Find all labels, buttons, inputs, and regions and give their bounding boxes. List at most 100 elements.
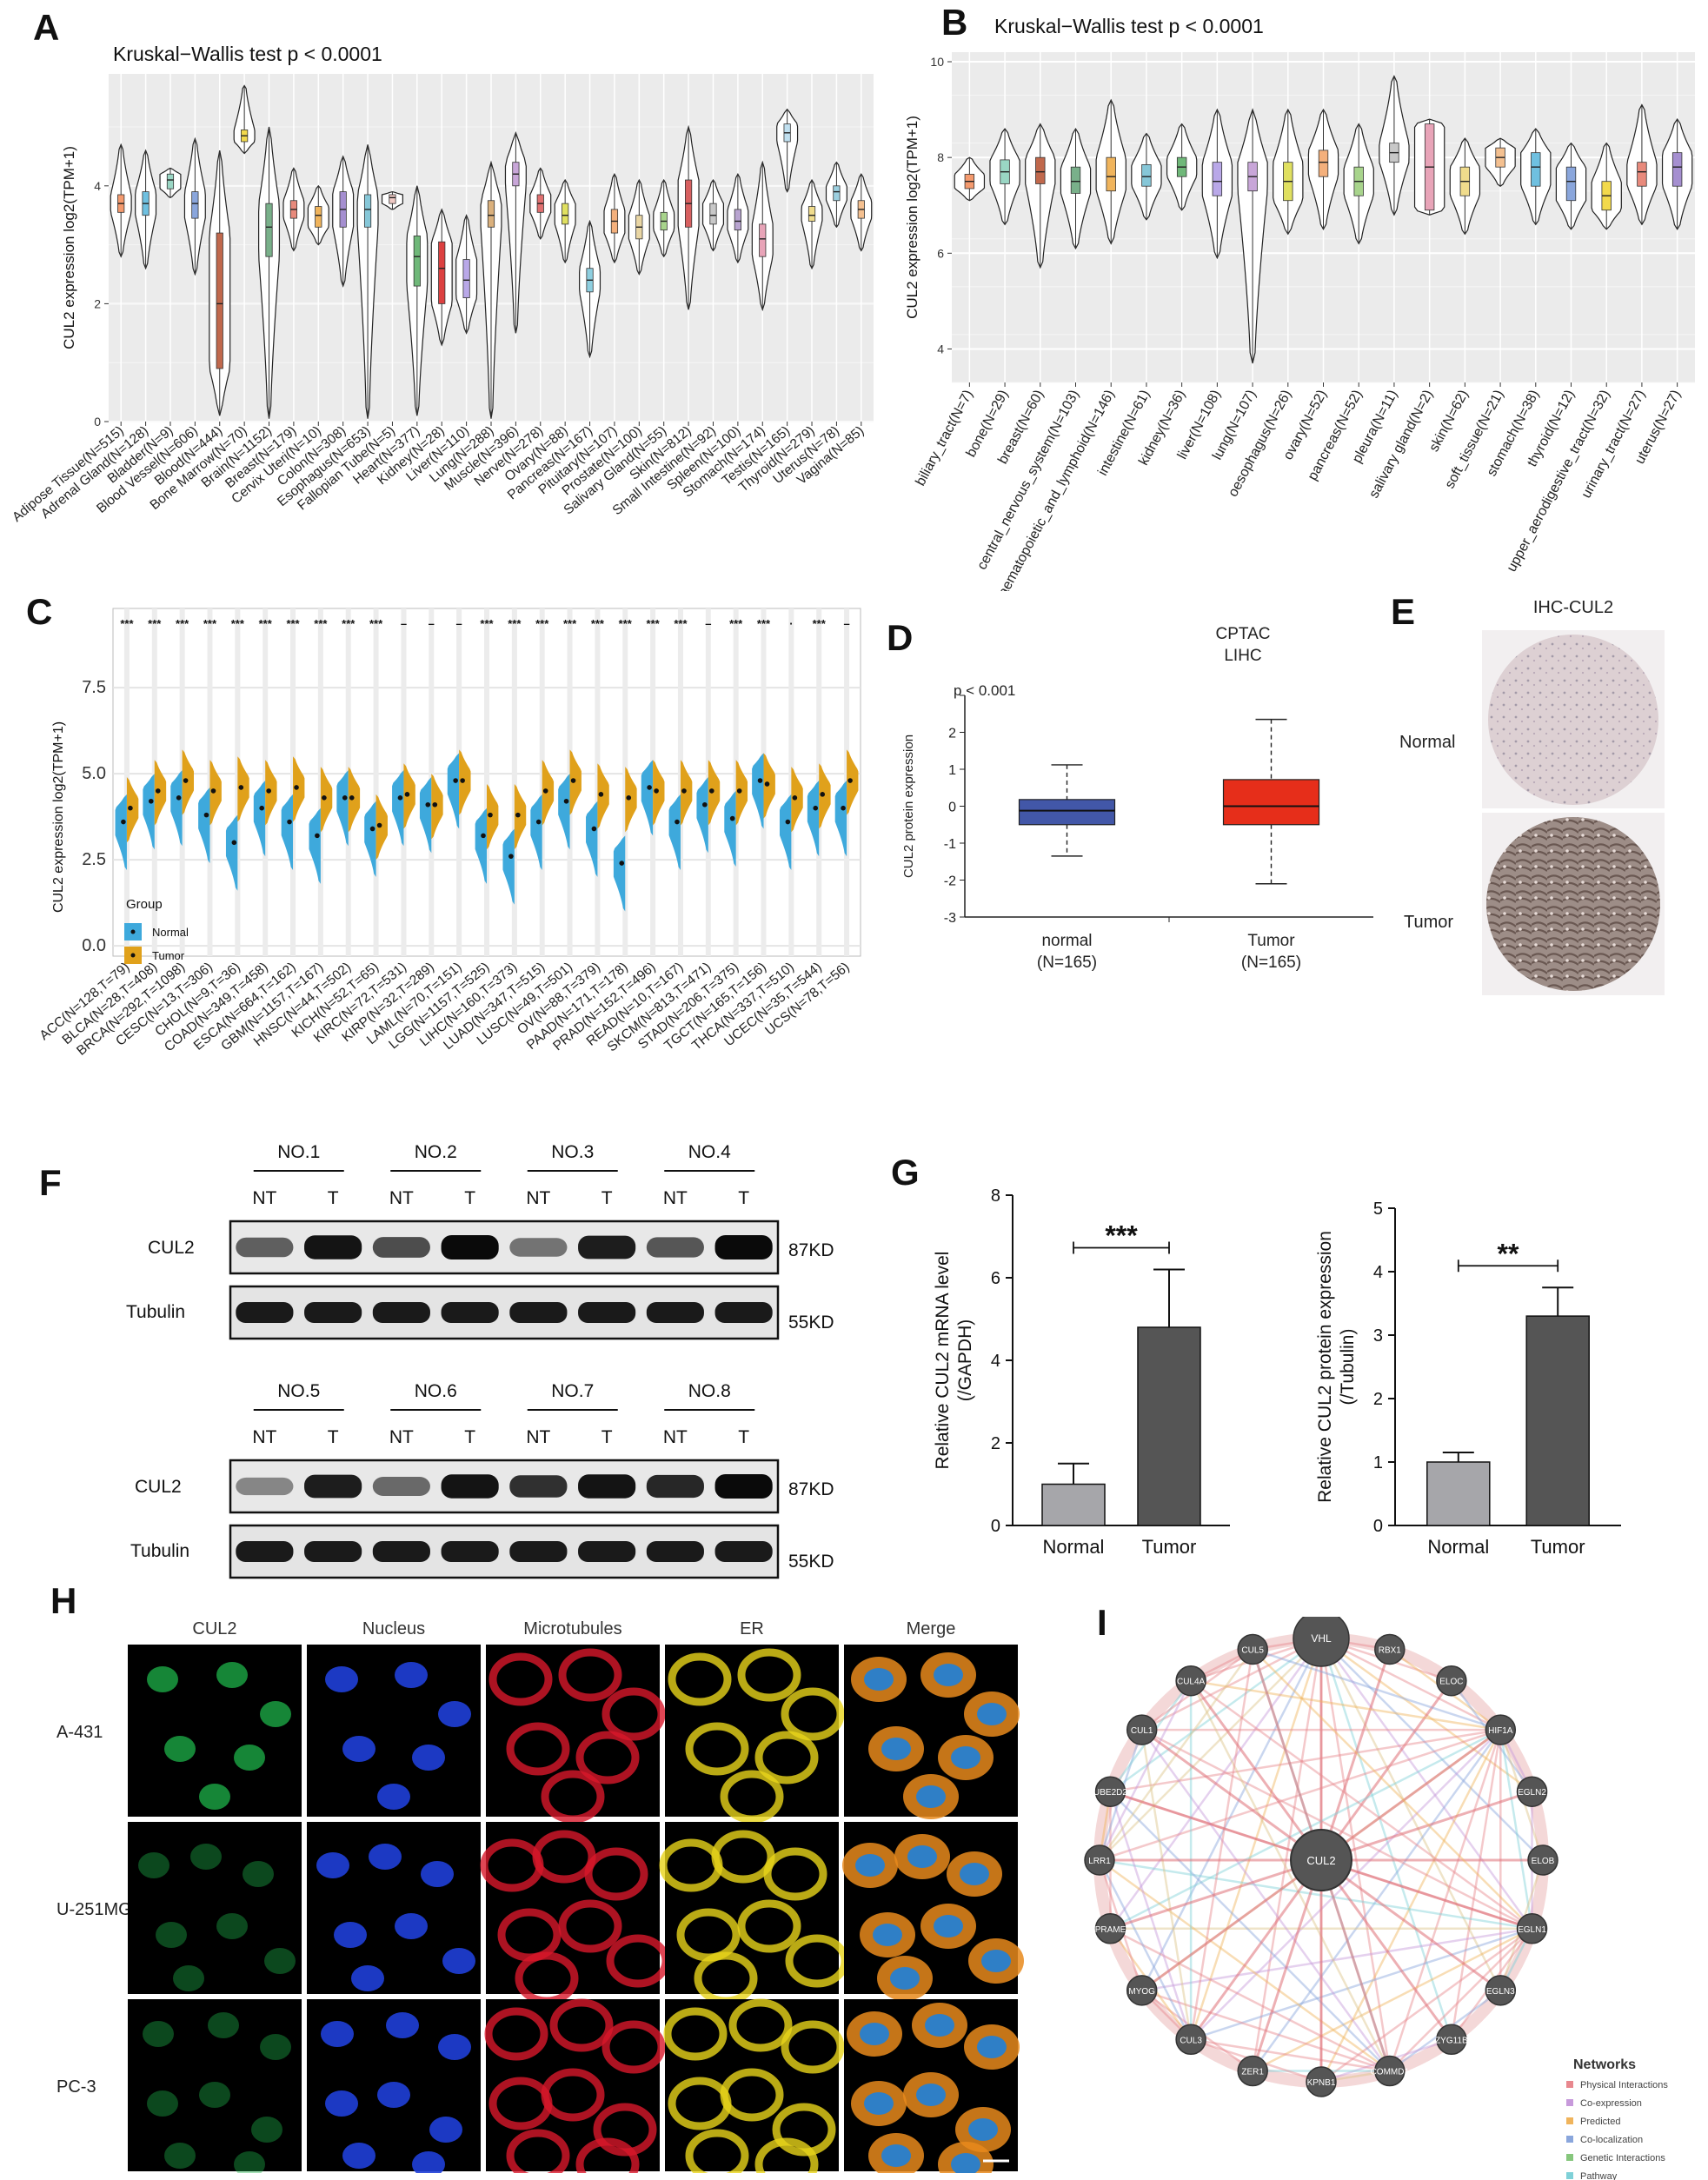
tubulin-band [509, 1302, 568, 1323]
tubulin-band [646, 1302, 704, 1323]
nucleus-signal [412, 2151, 445, 2173]
violin-box [438, 241, 446, 304]
nucleus-signal [334, 1922, 367, 1948]
sample-label: NO.4 [688, 1142, 731, 1162]
y-tick-label: 6 [937, 246, 944, 260]
cytoplasm-signal [720, 1770, 784, 1824]
x-tick-label: Tumor [1247, 932, 1295, 950]
violin-box [265, 203, 273, 257]
column-label: Microtubules [523, 1619, 621, 1638]
tumor-median-dot [155, 788, 161, 794]
tubulin-band [236, 1541, 294, 1562]
y-tick-label: 4 [991, 1352, 1000, 1371]
micrograph-tile [128, 1822, 302, 1994]
tumor-median-dot [238, 785, 244, 790]
violin-box [1070, 166, 1081, 194]
cul2-band [236, 1477, 294, 1496]
nucleus-signal [421, 1861, 454, 1887]
gene-node-label: HIF1A [1488, 1726, 1513, 1736]
panel-a-violin-chart: Adipose Tissue(N=515)Adrenal Gland(N=128… [10, 43, 874, 525]
violin-box [363, 194, 372, 228]
significance-label: *** [120, 617, 134, 630]
gene-node-label: ZER1 [1241, 2068, 1264, 2077]
normal-median-dot [508, 854, 514, 859]
gene-node-label: LRR1 [1088, 1857, 1111, 1866]
tumor-half-violin [459, 749, 471, 815]
cul2-band [304, 1474, 362, 1499]
gene-node-label: MYOG [1128, 1987, 1155, 1997]
merge-nucleus [916, 1785, 946, 1808]
normal-median-dot [369, 826, 375, 832]
tubulin-band [714, 1541, 773, 1562]
cytoplasm-signal [506, 2129, 570, 2173]
nucleus-signal [412, 1745, 445, 1771]
tubulin-band [372, 1302, 430, 1323]
tumor-median-dot [322, 795, 327, 801]
tumor-half-violin [154, 760, 167, 826]
network-edge-center [1189, 1679, 1323, 1861]
tubulin-band [578, 1302, 636, 1323]
gene-node-label: EGLN1 [1518, 1925, 1546, 1935]
normal-median-dot [563, 798, 569, 804]
gene-node [1084, 1844, 1115, 1876]
cul2-band [509, 1238, 568, 1257]
violin-box [1637, 162, 1647, 187]
y-axis-label-line1: Relative CUL2 mRNA level [933, 1252, 953, 1470]
merge-nucleus [907, 1845, 937, 1868]
cul2-band [304, 1235, 362, 1259]
tumor-median-dot [404, 792, 410, 797]
tubulin-band [304, 1302, 362, 1323]
violin-box [389, 194, 396, 204]
network-edge [1109, 1791, 1391, 2072]
nucleus-signal [395, 1662, 428, 1688]
significance-label: *** [591, 617, 605, 630]
lane-label: NT [526, 1427, 550, 1447]
y-tick-label: 3 [1373, 1326, 1383, 1346]
gene-node-label: CUL1 [1131, 1726, 1153, 1736]
size-label: 87KD [788, 1240, 834, 1260]
tubulin-band [441, 1541, 499, 1562]
tumor-half-violin [569, 749, 582, 815]
tumor-median-dot [488, 812, 493, 818]
tubulin-band [509, 1541, 568, 1562]
cul2-band [646, 1237, 704, 1258]
significance-label: – [843, 617, 849, 630]
lane-label: NT [389, 1188, 414, 1208]
legend-swatch [1566, 2154, 1573, 2161]
normal-half-violin [364, 801, 376, 877]
merge-nucleus [934, 1664, 963, 1686]
network-edge [1109, 1927, 1391, 2072]
y-axis-label-line2: (/GAPDH) [955, 1319, 975, 1402]
cytoplasm-signal [549, 1998, 614, 2052]
violin-box [487, 200, 495, 228]
network-edge [1190, 2038, 1390, 2072]
tumor-half-violin [847, 749, 859, 815]
gene-node [1374, 2055, 1406, 2087]
y-tick-label: 4 [94, 179, 101, 193]
normal-half-violin [281, 794, 294, 870]
cytoplasm-signal [601, 2020, 666, 2074]
significance-label: · [789, 617, 793, 630]
normal-half-violin [668, 794, 681, 870]
network-edge [1190, 1679, 1501, 1731]
y-tick-label: 4 [1373, 1263, 1383, 1282]
gene-node [1374, 1633, 1406, 1665]
merge-nucleus [890, 1967, 920, 1990]
cell-signal [260, 1701, 291, 1727]
legend-title: Networks [1573, 2057, 1636, 2072]
ihc-row-label: Tumor [1404, 913, 1453, 932]
y-axis-label-line1: Relative CUL2 protein expression [1315, 1231, 1335, 1503]
normal-half-violin [419, 777, 432, 854]
significance-label: *** [757, 617, 771, 630]
cell-signal [199, 2082, 230, 2108]
merge-nucleus [934, 1915, 963, 1937]
tumor-median-dot [266, 788, 271, 794]
y-axis-label: CUL2 protein expression [901, 734, 916, 878]
gene-node [1175, 2024, 1206, 2056]
cytoplasm-signal [763, 1847, 827, 1901]
panel-b-violin-chart: biliary_tract(N=7)bone(N=29)breast(N=60)… [904, 17, 1695, 591]
network-edge-center [1189, 1859, 1323, 2041]
merge-nucleus [916, 2084, 946, 2106]
ihc-tumor-core [1486, 817, 1660, 991]
lane-label: NT [663, 1427, 688, 1447]
